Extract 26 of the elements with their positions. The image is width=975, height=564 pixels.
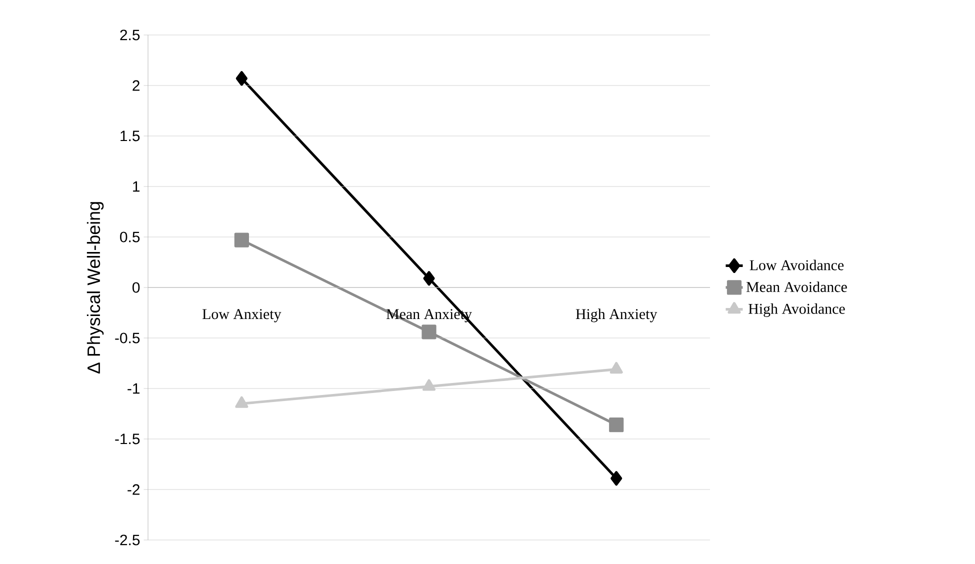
x-tick-label: High Anxiety xyxy=(576,308,658,322)
point xyxy=(422,379,436,391)
point xyxy=(609,418,624,432)
y-tick-label: 1 xyxy=(133,181,140,192)
y-axis-title: Δ Physical Well-being xyxy=(86,202,104,374)
y-tick-label: 0.5 xyxy=(120,232,140,242)
point xyxy=(422,324,436,340)
point xyxy=(423,271,435,286)
point xyxy=(610,471,622,486)
y-tick-label: -0.5 xyxy=(115,332,140,344)
x-tick-label: Low Anxiety xyxy=(202,309,282,322)
y-tick-label: -1 xyxy=(128,383,140,394)
y-tick-label: 2 xyxy=(132,80,140,91)
legend-label: Mean Avoidance xyxy=(746,282,847,292)
y-tick-label: -2.5 xyxy=(115,534,140,546)
point xyxy=(234,232,249,248)
point xyxy=(235,396,248,408)
y-tick-label: 2.5 xyxy=(120,30,140,40)
y-tick-label: 1.5 xyxy=(120,130,140,142)
y-tick-label: 0 xyxy=(132,282,140,293)
legend-label: Low Avoidance xyxy=(750,260,844,270)
legend-label: High Avoidance xyxy=(748,303,845,317)
y-tick-label: -2 xyxy=(128,484,140,495)
point xyxy=(610,362,623,374)
point xyxy=(236,71,248,86)
y-tick-label: -1.5 xyxy=(115,434,140,444)
